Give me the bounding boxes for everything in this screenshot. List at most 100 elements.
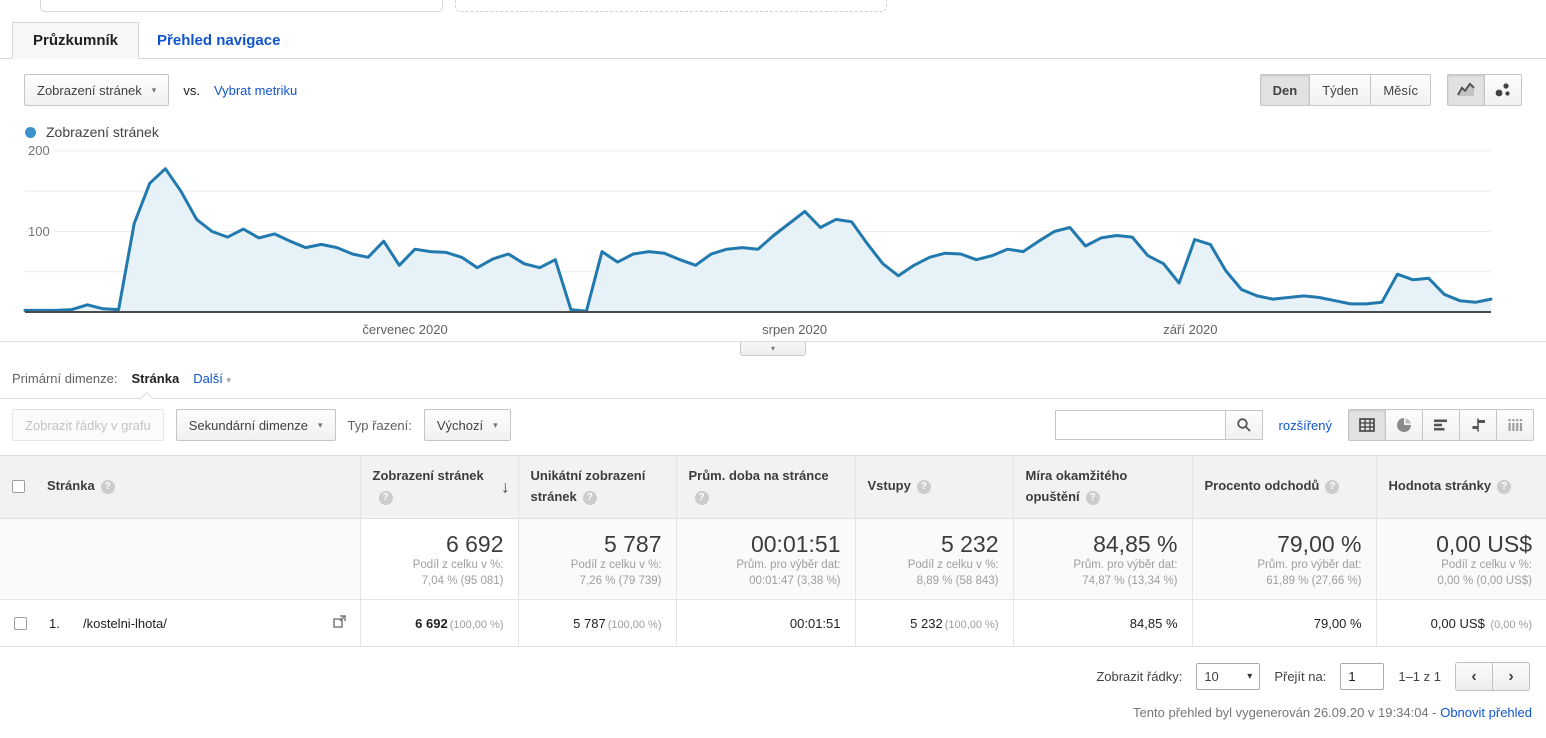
x-axis-label-july: červenec 2020: [362, 322, 448, 337]
select-all-checkbox[interactable]: [12, 480, 25, 494]
header-entrances[interactable]: Vstupy?: [854, 455, 1013, 519]
help-icon[interactable]: ?: [1497, 480, 1512, 495]
granularity-day-button[interactable]: Den: [1259, 74, 1311, 106]
row-select-cell: [0, 599, 35, 648]
header-page[interactable]: Stránka?: [35, 455, 360, 519]
chevron-down-icon: ▾: [770, 344, 775, 353]
tab-explorer[interactable]: Průzkumník: [12, 22, 140, 59]
next-page-button[interactable]: ›: [1492, 662, 1530, 692]
table-row: 1. /kostelni-lhota/ 6 692 (100,00 %) 5 78…: [0, 599, 1546, 648]
chevron-down-icon: ▾: [151, 84, 157, 95]
row-range: 1–1 z 1: [1398, 669, 1441, 685]
header-exit-rate[interactable]: Procento odchodů?: [1191, 455, 1376, 519]
summary-page-value: 0,00 US$ Podíl z celku v %: 0,00 % (0,00…: [1375, 518, 1546, 601]
metric-selector-label: Zobrazení stránek: [37, 82, 142, 98]
x-axis-labels: červenec 2020 srpen 2020 září 2020: [0, 319, 1546, 341]
motion-chart-view-button[interactable]: [1484, 74, 1522, 106]
chart-collapse-button[interactable]: ▾: [740, 342, 806, 356]
chart-legend: Zobrazení stránek: [0, 120, 1546, 146]
granularity-group: Den Týden Měsíc: [1259, 74, 1431, 106]
header-avg-time[interactable]: Prům. doba na stránce?: [675, 455, 855, 519]
help-icon[interactable]: ?: [1085, 490, 1100, 505]
series-legend-label: Zobrazení stránek: [46, 124, 159, 140]
help-icon[interactable]: ?: [694, 490, 709, 505]
segment-box[interactable]: [40, 0, 443, 12]
search-button[interactable]: [1224, 410, 1263, 440]
x-axis-label-september: září 2020: [1163, 322, 1218, 337]
goto-page-input[interactable]: [1340, 663, 1385, 691]
line-chart-view-button[interactable]: [1447, 74, 1485, 106]
percentage-view-button[interactable]: [1385, 409, 1423, 441]
table-search: [1054, 410, 1263, 440]
chevron-down-icon: ▾: [1247, 671, 1253, 683]
help-icon[interactable]: ?: [1325, 480, 1340, 495]
pageviews-chart: 200 100 červenec 2020 srpen 2020 září 20…: [0, 143, 1546, 357]
help-icon[interactable]: ?: [916, 480, 931, 495]
summary-row: 6 692 Podíl z celku v %: 7,04 % (95 081)…: [0, 518, 1546, 601]
comparison-view-button[interactable]: [1459, 409, 1497, 441]
goto-page-label: Přejít na:: [1274, 669, 1327, 685]
help-icon[interactable]: ?: [582, 490, 597, 505]
line-chart-icon: [1457, 82, 1475, 96]
search-icon: [1236, 418, 1251, 432]
plot-rows-button[interactable]: Zobrazit řádky v grafu: [12, 409, 164, 441]
refresh-report-link[interactable]: Obnovit přehled: [1440, 705, 1532, 721]
row-checkbox[interactable]: [14, 616, 27, 630]
metric-selector-dropdown[interactable]: Zobrazení stránek ▾: [24, 74, 170, 106]
row-page-value: 0,00 US$ (0,00 %): [1375, 599, 1546, 648]
row-entrances: 5 232 (100,00 %): [854, 599, 1013, 648]
table-toolbar: Zobrazit řádky v grafu Sekundární dimenz…: [0, 399, 1546, 453]
pie-chart-icon: [1397, 418, 1411, 432]
generated-timestamp: Tento přehled byl vygenerován 26.09.20 v…: [1133, 705, 1437, 721]
header-bounce-rate[interactable]: Míra okamžitého opuštění?: [1012, 455, 1192, 519]
chart-bottom-divider: ▾: [0, 341, 1546, 357]
y-axis-tick-200: 200: [28, 143, 54, 158]
granularity-week-button[interactable]: Týden: [1309, 74, 1372, 106]
chevron-right-icon: ›: [1508, 667, 1514, 685]
chevron-down-icon: ▾: [226, 375, 231, 385]
secondary-dimension-dropdown[interactable]: Sekundární dimenze ▾: [175, 409, 336, 441]
select-metric-link[interactable]: Vybrat metriku: [213, 82, 298, 98]
sort-desc-icon[interactable]: ↓: [501, 477, 510, 497]
summary-unique-pageviews: 5 787 Podíl z celku v %: 7,26 % (79 739): [517, 518, 676, 601]
row-page-cell: 1. /kostelni-lhota/: [35, 599, 360, 648]
sort-type-dropdown[interactable]: Výchozí ▾: [423, 409, 511, 441]
segment-strip: [0, 0, 1546, 14]
summary-avg-time: 00:01:51 Prům. pro výběr dat: 00:01:47 (…: [675, 518, 855, 601]
chevron-down-icon: ▾: [493, 419, 498, 430]
row-exit-rate: 79,00 %: [1191, 599, 1376, 648]
row-avg-time: 00:01:51: [675, 599, 855, 648]
help-icon[interactable]: ?: [100, 480, 115, 495]
summary-bounce-rate: 84,85 % Prům. pro výběr dat: 74,87 % (13…: [1012, 518, 1192, 601]
chart-controls: Zobrazení stránek ▾ vs. Vybrat metriku D…: [0, 59, 1546, 120]
pivot-view-button[interactable]: [1496, 409, 1534, 441]
primary-dimension-label: Primární dimenze:: [12, 371, 118, 386]
primary-dimension-bar: Primární dimenze: Stránka Další ▾: [0, 357, 1546, 407]
open-page-external-icon[interactable]: [332, 615, 346, 631]
help-icon[interactable]: ?: [378, 490, 393, 505]
dimension-more-link[interactable]: Další ▾: [193, 371, 231, 386]
header-page-value[interactable]: Hodnota stránky?: [1375, 455, 1546, 519]
header-unique-pageviews[interactable]: Unikátní zobrazení stránek?: [517, 455, 676, 519]
data-view-button[interactable]: [1348, 409, 1386, 441]
pagination-bar: Zobrazit řádky: 10 ▾ Přejít na: 1–1 z 1 …: [0, 647, 1546, 703]
previous-page-button[interactable]: ‹: [1455, 662, 1493, 692]
granularity-month-button[interactable]: Měsíc: [1370, 74, 1431, 106]
chart-type-group: [1447, 74, 1522, 106]
table-grid-icon: [1359, 418, 1375, 432]
tab-navigation-summary[interactable]: Přehled navigace: [157, 32, 281, 49]
y-axis-tick-100: 100: [28, 223, 54, 239]
search-input[interactable]: [1054, 410, 1225, 440]
summary-entrances: 5 232 Podíl z celku v %: 8,89 % (58 843): [854, 518, 1013, 601]
report-generated-bar: Tento přehled byl vygenerován 26.09.20 v…: [0, 705, 1546, 720]
add-segment-box[interactable]: [455, 0, 887, 12]
row-pageviews: 6 692 (100,00 %): [359, 599, 518, 648]
page-link[interactable]: /kostelni-lhota/: [83, 615, 167, 631]
rows-per-page-select[interactable]: 10 ▾: [1196, 663, 1261, 691]
advanced-search-link[interactable]: rozšířený: [1278, 417, 1332, 433]
dimension-page-button[interactable]: Stránka: [131, 371, 180, 386]
pager-buttons: ‹ ›: [1455, 662, 1530, 692]
performance-view-button[interactable]: [1422, 409, 1460, 441]
summary-pageviews: 6 692 Podíl z celku v %: 7,04 % (95 081): [359, 518, 518, 601]
header-pageviews[interactable]: Zobrazení stránek? ↓: [359, 455, 518, 519]
